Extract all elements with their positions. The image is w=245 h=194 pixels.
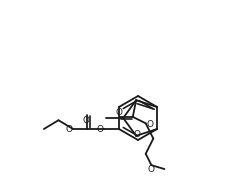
Text: O: O [148,165,155,174]
Text: O: O [66,125,73,133]
Text: O: O [97,125,104,133]
Text: O: O [116,108,122,117]
Text: O: O [133,130,140,139]
Text: O: O [83,116,90,125]
Text: O: O [146,120,153,129]
